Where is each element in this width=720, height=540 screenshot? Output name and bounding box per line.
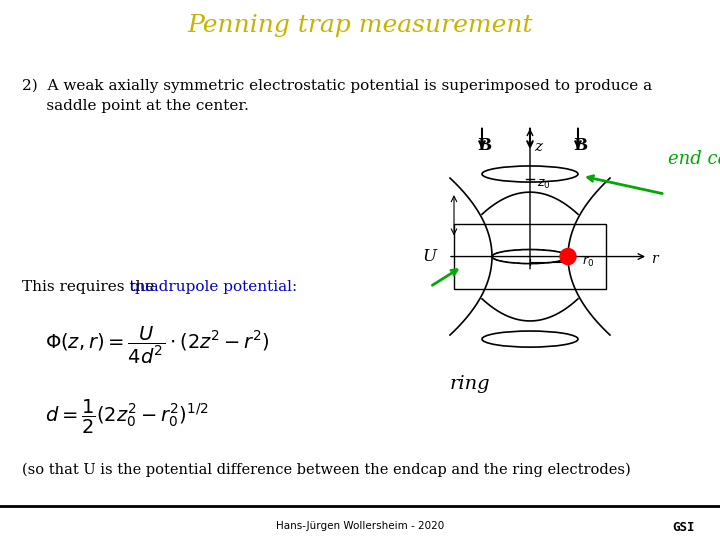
Text: $\Phi(z,r) = \dfrac{U}{4d^2} \cdot (2z^2 - r^2)$: $\Phi(z,r) = \dfrac{U}{4d^2} \cdot (2z^2… [45,324,270,366]
Text: Penning trap measurement: Penning trap measurement [187,14,533,37]
Text: U: U [422,248,436,265]
Text: B: B [573,137,587,154]
Text: GSI: GSI [672,521,695,534]
Text: r: r [651,252,657,266]
Text: (so that U is the potential difference between the endcap and the ring electrode: (so that U is the potential difference b… [22,463,631,477]
Text: $d = \dfrac{1}{2}(2z_0^2 - r_0^2)^{1/2}$: $d = \dfrac{1}{2}(2z_0^2 - r_0^2)^{1/2}$ [45,397,208,436]
Text: ring: ring [450,375,490,393]
Text: Hans-Jürgen Wollersheim - 2020: Hans-Jürgen Wollersheim - 2020 [276,522,444,531]
Text: This requires the: This requires the [22,280,159,294]
Text: end caps: end caps [668,150,720,168]
Text: 2)  A weak axially symmetric electrostatic potential is superimposed to produce : 2) A weak axially symmetric electrostati… [22,78,652,93]
Text: saddle point at the center.: saddle point at the center. [22,98,249,112]
Text: z: z [534,140,542,154]
Text: $r_0$: $r_0$ [582,254,594,268]
Text: quadrupole potential:: quadrupole potential: [130,280,297,294]
Text: $z_0$: $z_0$ [537,178,551,191]
Circle shape [560,248,576,265]
Text: B: B [477,137,491,154]
Bar [454,224,606,289]
